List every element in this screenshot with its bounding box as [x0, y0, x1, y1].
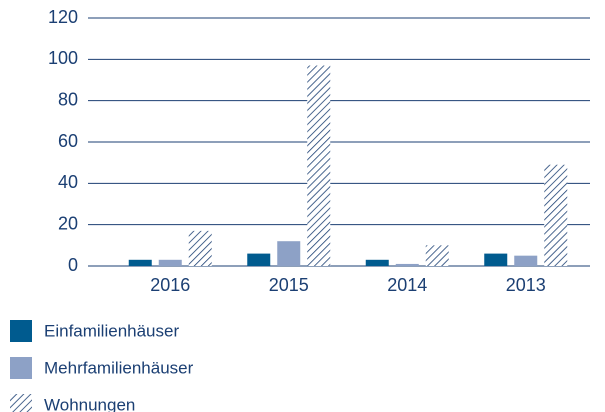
legend-swatch	[10, 394, 32, 412]
x-tick-label: 2015	[269, 275, 309, 295]
legend-label: Einfamilienhäuser	[44, 321, 179, 340]
legend-swatch	[10, 357, 32, 379]
bar	[188, 230, 212, 266]
bar	[484, 253, 508, 266]
bar	[128, 259, 152, 266]
y-tick-label: 120	[48, 7, 78, 27]
legend-label: Wohnungen	[44, 395, 135, 412]
bar	[544, 164, 568, 266]
y-tick-label: 80	[58, 89, 78, 109]
y-tick-label: 100	[48, 48, 78, 68]
x-tick-label: 2016	[150, 275, 190, 295]
x-tick-label: 2014	[387, 275, 427, 295]
legend-label: Mehrfamilienhäuser	[44, 358, 194, 377]
y-tick-label: 20	[58, 213, 78, 233]
x-tick-label: 2013	[506, 275, 546, 295]
bar	[307, 65, 331, 267]
bar	[158, 259, 182, 266]
legend-swatch	[10, 320, 32, 342]
y-tick-label: 0	[68, 255, 78, 275]
bar	[277, 241, 301, 266]
bar	[425, 245, 449, 266]
y-tick-label: 60	[58, 131, 78, 151]
y-tick-label: 40	[58, 172, 78, 192]
bar	[395, 263, 419, 266]
bar	[247, 253, 271, 266]
bar	[514, 255, 538, 266]
bar	[365, 259, 389, 266]
